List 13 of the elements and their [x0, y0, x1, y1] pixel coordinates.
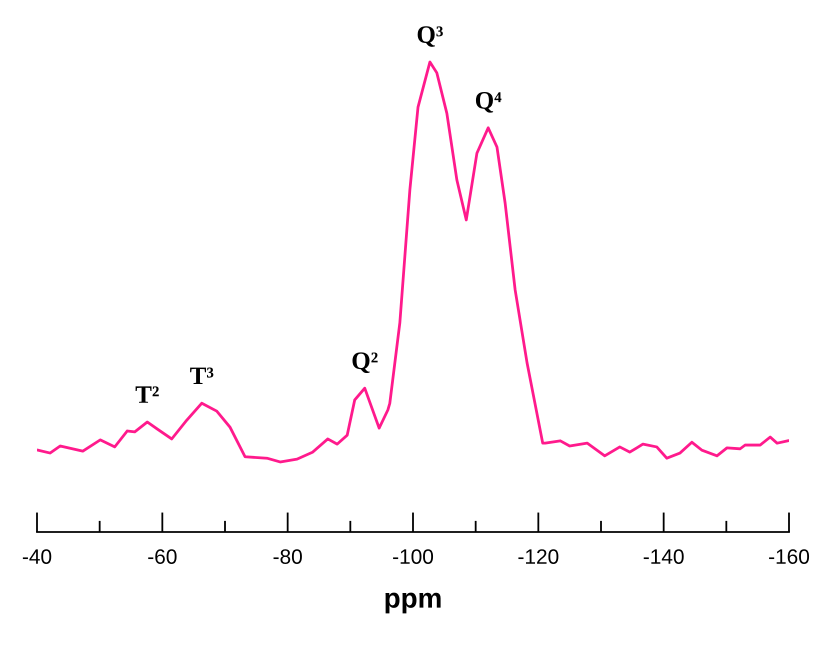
- annotation: T²: [136, 386, 159, 403]
- x-tick-label: -60: [148, 549, 177, 564]
- x-tick-label: -160: [769, 549, 810, 564]
- annotation: Q²: [352, 352, 378, 374]
- annotation: Q³: [418, 26, 443, 47]
- x-tick-label: -120: [518, 549, 558, 564]
- x-axis-title: ppm: [386, 592, 441, 614]
- x-tick-label: -100: [393, 549, 434, 564]
- x-tick-label: -80: [274, 549, 302, 564]
- annotation: Q⁴: [476, 92, 502, 113]
- x-tick-label: -140: [644, 549, 684, 564]
- x-tick-label: -40: [22, 549, 52, 564]
- annotation: T³: [190, 368, 214, 384]
